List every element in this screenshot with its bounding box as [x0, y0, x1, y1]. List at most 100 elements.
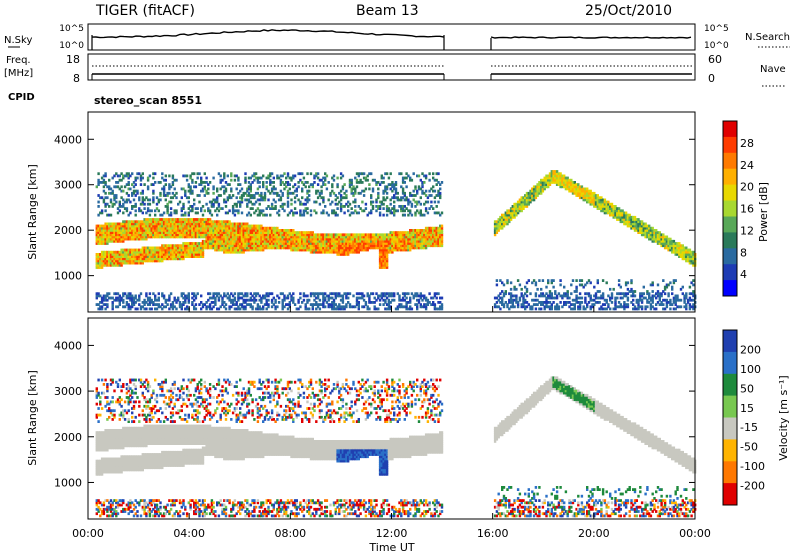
data-cell	[233, 244, 237, 248]
data-cell	[440, 307, 444, 311]
data-cell	[139, 237, 143, 241]
data-cell	[424, 229, 428, 232]
data-cell	[141, 200, 144, 204]
data-cell	[313, 176, 316, 180]
data-cell	[299, 248, 302, 252]
data-cell	[131, 229, 134, 232]
data-cell	[189, 189, 192, 193]
data-cell	[161, 303, 164, 306]
data-cell	[191, 178, 194, 182]
data-cell	[497, 218, 500, 221]
data-cell	[104, 196, 107, 200]
data-cell	[393, 207, 396, 210]
data-cell	[364, 244, 368, 248]
data-cell	[131, 259, 134, 263]
data-cell	[341, 239, 345, 243]
data-cell	[219, 305, 222, 309]
data-cell	[102, 198, 106, 202]
data-cell	[145, 231, 148, 234]
data-cell	[391, 185, 394, 189]
data-cell	[531, 281, 534, 285]
data-cell	[247, 242, 251, 245]
data-cell	[143, 246, 146, 250]
data-cell	[573, 191, 576, 195]
data-cell	[598, 205, 601, 208]
data-cell	[302, 209, 306, 213]
data-cell	[534, 189, 538, 193]
data-cell	[433, 239, 437, 243]
data-cell	[185, 233, 189, 237]
data-cell	[377, 191, 380, 195]
data-cell	[532, 185, 536, 189]
data-cell	[401, 176, 405, 180]
data-cell	[203, 233, 206, 237]
data-cell	[118, 253, 121, 256]
data-cell	[430, 200, 433, 204]
data-cell	[185, 218, 189, 221]
data-cell	[161, 307, 164, 311]
data-cell	[104, 183, 107, 186]
data-cell	[258, 213, 261, 217]
data-cell	[270, 205, 274, 208]
data-cell	[499, 292, 502, 296]
data-cell	[393, 248, 396, 252]
data-cell	[164, 246, 167, 250]
data-cell	[212, 191, 215, 195]
data-cell	[205, 239, 208, 243]
data-cell	[295, 187, 298, 191]
data-cell	[578, 189, 582, 193]
data-cell	[162, 189, 166, 193]
data-cell	[258, 224, 261, 228]
data-cell	[601, 200, 605, 204]
data-cell	[387, 294, 391, 298]
data-cell	[208, 181, 212, 184]
data-cell	[594, 200, 598, 204]
data-cell	[226, 183, 229, 186]
data-cell	[380, 250, 383, 254]
data-cell	[370, 172, 373, 176]
data-cell	[419, 213, 422, 217]
data-cell	[97, 213, 100, 217]
data-cell	[154, 213, 157, 217]
data-cell	[589, 200, 592, 204]
data-cell	[566, 301, 569, 304]
data-cell	[263, 191, 267, 195]
data-cell	[302, 176, 306, 180]
data-cell	[325, 294, 329, 298]
data-cell	[208, 305, 212, 309]
data-cell	[182, 292, 185, 296]
data-cell	[594, 294, 598, 298]
data-cell	[134, 209, 137, 213]
data-cell	[233, 242, 237, 245]
data-cell	[161, 294, 164, 298]
data-cell	[290, 242, 293, 245]
data-cell	[554, 178, 557, 182]
data-cell	[433, 178, 437, 182]
data-cell	[332, 235, 336, 239]
data-cell	[336, 294, 339, 298]
data-cell	[97, 303, 100, 306]
data-cell	[355, 250, 359, 254]
data-cell	[339, 242, 343, 245]
data-cell	[152, 235, 155, 239]
data-cell	[115, 172, 118, 176]
data-cell	[301, 181, 304, 184]
data-cell	[384, 255, 387, 258]
data-cell	[231, 237, 235, 241]
data-cell	[341, 233, 345, 237]
data-cell	[389, 237, 392, 241]
data-cell	[277, 209, 281, 213]
data-cell	[272, 229, 275, 232]
data-cell	[182, 207, 185, 210]
data-cell	[187, 183, 190, 186]
data-cell	[292, 233, 295, 237]
data-cell	[253, 211, 256, 215]
data-cell	[433, 229, 437, 232]
data-cell	[100, 181, 104, 184]
data-cell	[207, 229, 210, 232]
data-cell	[299, 213, 302, 217]
data-cell	[401, 231, 405, 234]
data-cell	[152, 191, 155, 195]
data-cell	[375, 233, 378, 237]
data-cell	[224, 220, 228, 224]
